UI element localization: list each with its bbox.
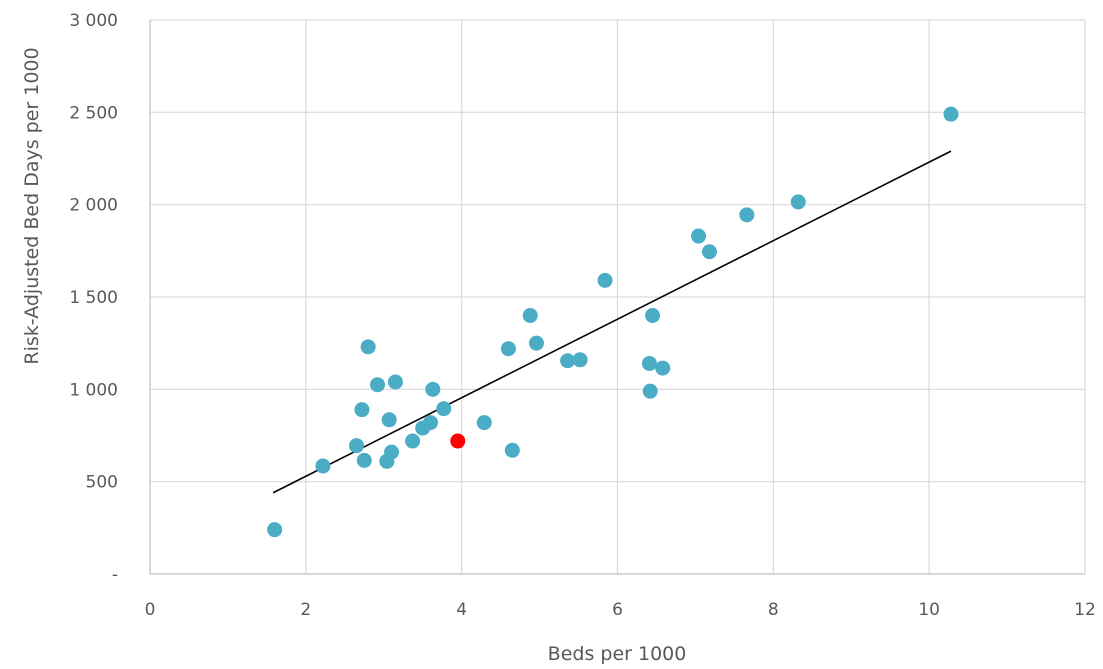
data-point — [354, 402, 370, 418]
trendline — [272, 150, 952, 494]
data-point — [701, 244, 717, 260]
data-point — [522, 307, 538, 323]
data-point — [642, 383, 658, 399]
gridlines — [150, 19, 1086, 574]
data-point — [370, 377, 386, 393]
y-axis-title: Risk-Adjusted Bed Days per 1000 — [21, 47, 43, 364]
y-tick-label: 1 500 — [69, 288, 118, 308]
data-point — [790, 194, 806, 210]
data-point — [476, 415, 492, 431]
data-point — [597, 272, 613, 288]
y-tick-label: 2 000 — [69, 196, 118, 216]
axes — [149, 20, 1085, 575]
data-point — [384, 444, 400, 460]
data-point — [267, 522, 283, 538]
data-point — [528, 335, 544, 351]
data-point — [360, 339, 376, 355]
data-point — [943, 106, 959, 122]
data-point — [405, 433, 421, 449]
data-point — [348, 438, 364, 454]
data-point — [691, 228, 707, 244]
data-point — [560, 353, 576, 369]
data-point — [425, 381, 441, 397]
y-tick-label: 1 000 — [69, 380, 118, 400]
x-tick-label: 8 — [768, 600, 779, 620]
data-point — [739, 207, 755, 223]
y-axis-ticks: - 500 1 000 1 500 2 000 2 500 3 000 — [69, 11, 118, 585]
data-point — [387, 374, 403, 390]
data-point — [315, 458, 331, 474]
data-point — [645, 307, 661, 323]
data-point — [381, 412, 397, 428]
x-tick-label: 12 — [1074, 600, 1096, 620]
data-point — [655, 360, 671, 376]
x-tick-label: 6 — [612, 600, 623, 620]
x-tick-label: 4 — [456, 600, 467, 620]
x-axis-title: Beds per 1000 — [548, 643, 687, 665]
x-tick-label: 10 — [918, 600, 940, 620]
y-tick-label: 500 — [86, 473, 118, 493]
highlighted-data-point — [450, 433, 466, 449]
y-tick-label: 3 000 — [69, 11, 118, 31]
data-point — [641, 355, 657, 371]
x-tick-label: 0 — [145, 600, 156, 620]
trendline-group — [272, 150, 952, 494]
y-tick-label: 2 500 — [69, 103, 118, 123]
data-points — [267, 106, 959, 538]
data-point — [504, 442, 520, 458]
data-point — [423, 415, 438, 431]
data-point — [572, 352, 588, 368]
data-point — [436, 401, 452, 417]
data-point — [356, 452, 372, 468]
y-tick-label: - — [112, 565, 118, 585]
data-point — [500, 341, 516, 357]
x-axis-ticks: 0 2 4 6 8 10 12 — [145, 600, 1096, 620]
x-tick-label: 2 — [300, 600, 311, 620]
